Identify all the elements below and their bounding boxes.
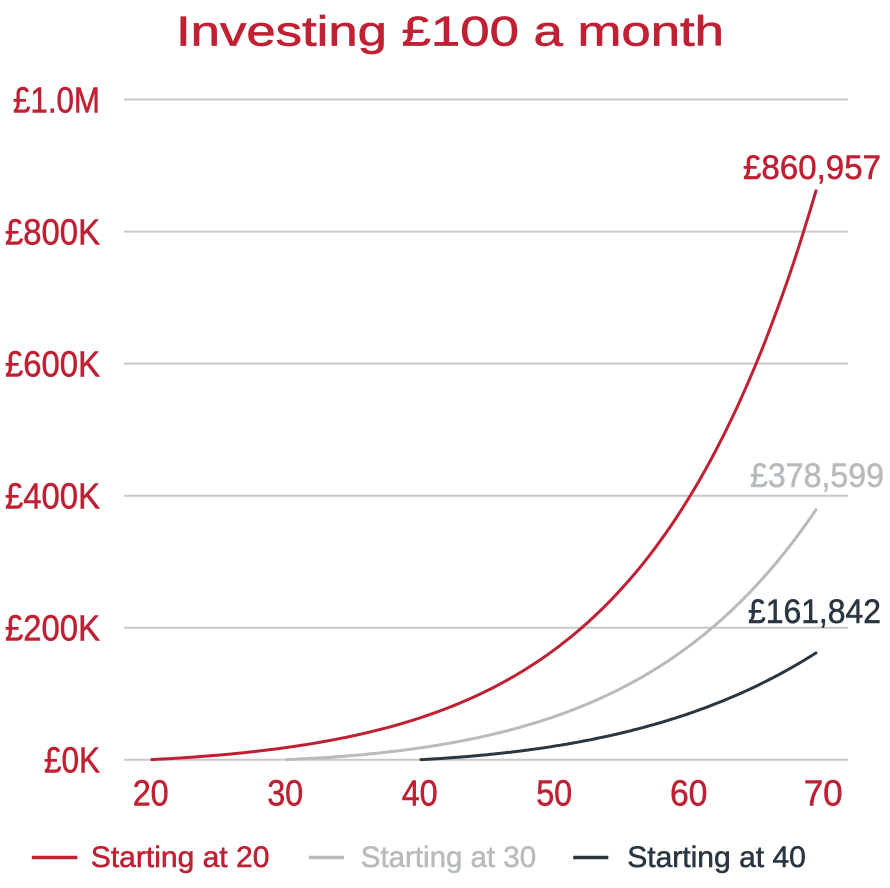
svg-text:£400K: £400K bbox=[5, 476, 100, 517]
svg-text:60: 60 bbox=[670, 773, 708, 814]
svg-text:70: 70 bbox=[804, 773, 843, 814]
svg-text:£600K: £600K bbox=[5, 344, 100, 385]
svg-text:£0K: £0K bbox=[44, 740, 100, 781]
svg-text:40: 40 bbox=[402, 773, 438, 814]
svg-text:£800K: £800K bbox=[5, 212, 100, 253]
svg-text:£1.0M: £1.0M bbox=[13, 79, 100, 120]
svg-text:20: 20 bbox=[133, 773, 169, 814]
svg-text:50: 50 bbox=[536, 773, 572, 814]
svg-text:Investing £100 a month: Investing £100 a month bbox=[176, 8, 724, 55]
svg-text:£161,842: £161,842 bbox=[748, 593, 881, 631]
svg-text:Starting at 40: Starting at 40 bbox=[627, 841, 806, 874]
svg-text:Starting at 30: Starting at 30 bbox=[361, 841, 536, 874]
svg-text:£200K: £200K bbox=[5, 608, 100, 649]
svg-text:£378,599: £378,599 bbox=[750, 457, 884, 495]
svg-text:Starting at 20: Starting at 20 bbox=[91, 841, 270, 874]
svg-text:30: 30 bbox=[267, 773, 303, 814]
svg-text:£860,957: £860,957 bbox=[743, 149, 881, 187]
